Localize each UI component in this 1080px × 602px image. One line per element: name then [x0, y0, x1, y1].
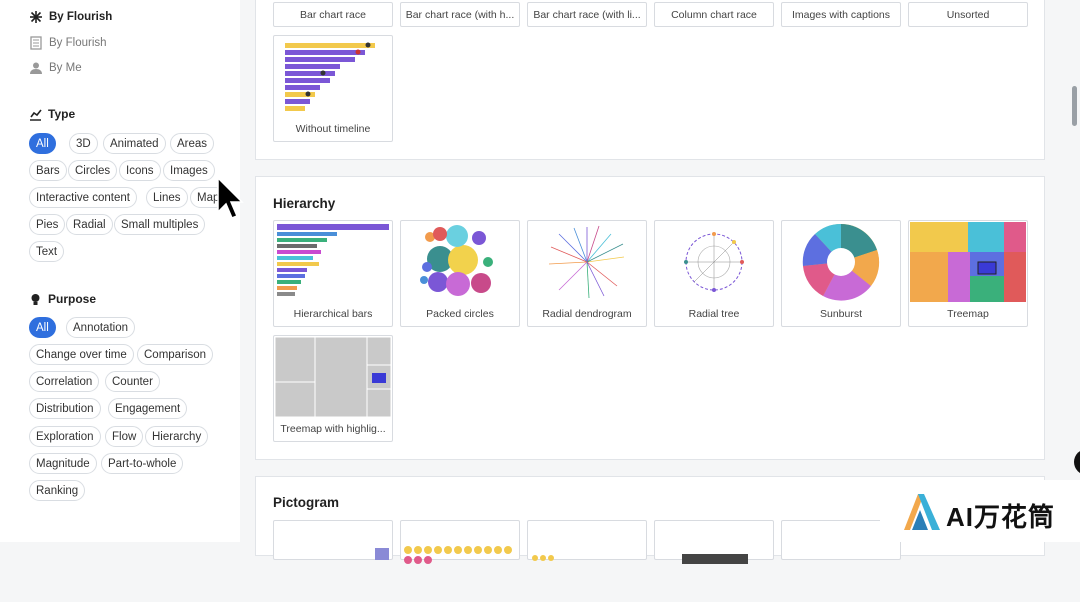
template-card-unsorted[interactable]: Unsorted — [908, 2, 1028, 27]
purpose-chip-hierarchy[interactable]: Hierarchy — [145, 426, 209, 447]
type-chip-all[interactable]: All — [29, 133, 56, 154]
purpose-chip-annotation[interactable]: Annotation — [66, 317, 135, 338]
template-card-bar-chart-race-with-h[interactable]: Bar chart race (with h... — [400, 2, 520, 27]
type-chip-radial[interactable]: Radial — [66, 214, 113, 235]
template-card-sunburst[interactable]: Sunburst — [781, 220, 901, 327]
without-timeline-thumbnail — [285, 42, 375, 111]
purpose-chip-flow[interactable]: Flow — [105, 426, 144, 447]
purpose-chip-exploration[interactable]: Exploration — [29, 426, 101, 447]
packed-circles-thumbnail — [420, 225, 493, 296]
owner-label: By Me — [49, 62, 82, 74]
template-group-panel: Bar chart race Bar chart race (with h...… — [255, 0, 1045, 160]
watermark-logo-icon — [904, 494, 940, 530]
template-card-column-chart-race[interactable]: Column chart race — [654, 2, 774, 27]
pictogram-thumbnail — [532, 555, 554, 561]
pictogram-thumbnail — [404, 546, 512, 564]
template-card-pictogram-4[interactable] — [654, 520, 774, 564]
type-chip-icons[interactable]: Icons — [119, 160, 161, 181]
purpose-chip-magnitude[interactable]: Magnitude — [29, 453, 97, 474]
owner-filter-by-flourish-alt[interactable]: By Flourish — [29, 33, 107, 53]
page-scrollbar[interactable] — [1072, 86, 1077, 126]
owner-filter-by-me[interactable]: By Me — [29, 58, 82, 78]
owner-label: By Flourish — [49, 37, 107, 49]
type-chip-images[interactable]: Images — [163, 160, 215, 181]
hierarchical-bars-thumbnail — [277, 224, 389, 296]
template-card-treemap[interactable]: Treemap — [908, 220, 1028, 327]
purpose-chip-correlation[interactable]: Correlation — [29, 371, 100, 392]
purpose-chip-counter[interactable]: Counter — [105, 371, 160, 392]
treemap-highlight-thumbnail — [275, 337, 391, 417]
user-icon — [30, 62, 42, 74]
type-chip-bars[interactable]: Bars — [29, 160, 67, 181]
pictogram-thumbnail — [682, 554, 748, 564]
watermark-logo: AI万花筒 — [880, 480, 1080, 542]
template-card-radial-dendrogram[interactable]: Radial dendrogram — [527, 220, 647, 327]
template-card-hierarchical-bars[interactable]: Hierarchical bars — [273, 220, 393, 327]
type-chip-animated[interactable]: Animated — [103, 133, 166, 154]
type-chip-lines[interactable]: Lines — [146, 187, 188, 208]
radial-tree-thumbnail — [684, 232, 744, 292]
lightbulb-icon — [31, 293, 40, 305]
template-card-pictogram-3[interactable] — [527, 520, 647, 561]
type-section-title: Type — [29, 107, 75, 121]
hierarchy-title: Hierarchy — [273, 196, 336, 211]
template-card-packed-circles[interactable]: Packed circles — [400, 220, 520, 327]
pictogram-title: Pictogram — [273, 495, 340, 510]
purpose-chip-engagement[interactable]: Engagement — [108, 398, 188, 419]
type-chip-circles[interactable]: Circles — [68, 160, 118, 181]
type-chip-areas[interactable]: Areas — [170, 133, 215, 154]
flourish-icon — [30, 11, 42, 23]
pictogram-thumbnail — [375, 548, 389, 560]
purpose-chip-distribution[interactable]: Distribution — [29, 398, 101, 419]
template-card-images-with-captions[interactable]: Images with captions — [781, 2, 901, 27]
floating-action-button[interactable] — [1074, 449, 1080, 475]
purpose-chip-comparison[interactable]: Comparison — [137, 344, 213, 365]
template-card-pictogram-2[interactable] — [400, 520, 520, 564]
template-card-pictogram-1[interactable] — [273, 520, 393, 560]
template-card-treemap-with-highlight[interactable]: Treemap with highlig... — [273, 335, 393, 442]
radial-dendrogram-thumbnail — [548, 225, 625, 299]
type-chip-3d[interactable]: 3D — [69, 133, 98, 154]
purpose-chip-ranking[interactable]: Ranking — [29, 480, 86, 501]
sidebar: By Flourish By Flourish By Me Type All 3… — [0, 0, 244, 542]
type-chip-pies[interactable]: Pies — [29, 214, 66, 235]
hierarchy-panel: Hierarchy Hierarchical bars — [255, 176, 1045, 460]
purpose-chip-part-to-whole[interactable]: Part-to-whole — [101, 453, 184, 474]
template-card-without-timeline[interactable]: Without timeline — [273, 35, 393, 142]
purpose-chip-change-over-time[interactable]: Change over time — [29, 344, 134, 365]
mouse-cursor-icon — [217, 176, 244, 219]
type-chip-interactive-content[interactable]: Interactive content — [29, 187, 137, 208]
type-chip-small-multiples[interactable]: Small multiples — [114, 214, 206, 235]
purpose-chip-all[interactable]: All — [29, 317, 56, 338]
type-chip-text[interactable]: Text — [29, 241, 65, 262]
owner-label: By Flourish — [49, 11, 113, 23]
sunburst-thumbnail — [802, 223, 880, 301]
template-card-radial-tree[interactable]: Radial tree — [654, 220, 774, 327]
document-icon — [30, 36, 42, 50]
template-card-bar-chart-race[interactable]: Bar chart race — [273, 2, 393, 27]
chart-type-icon — [30, 109, 42, 121]
treemap-thumbnail — [910, 222, 1026, 302]
purpose-section-title: Purpose — [29, 292, 96, 306]
owner-filter-by-flourish[interactable]: By Flourish — [29, 7, 112, 27]
watermark-text: AI万花筒 — [946, 502, 1056, 532]
template-card-bar-chart-race-with-li[interactable]: Bar chart race (with li... — [527, 2, 647, 27]
